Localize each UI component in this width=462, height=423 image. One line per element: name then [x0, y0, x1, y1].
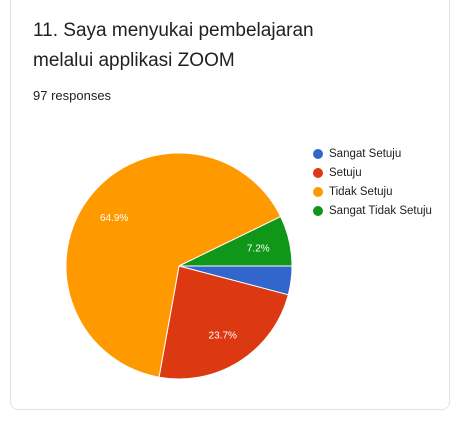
pie-slice-tidak-setuju[interactable]: [65, 152, 282, 378]
legend-label: Setuju: [329, 167, 362, 179]
slice-label-setuju: 23.7%: [209, 331, 237, 342]
legend-item-sangat-tidak-setuju[interactable]: Sangat Tidak Setuju: [313, 203, 438, 219]
legend-swatch: [313, 187, 323, 197]
legend-item-sangat-setuju[interactable]: Sangat Setuju: [313, 146, 438, 162]
legend-item-tidak-setuju[interactable]: Tidak Setuju: [313, 184, 438, 200]
legend-label: Sangat Setuju: [329, 148, 402, 160]
legend-item-setuju[interactable]: Setuju: [313, 165, 438, 181]
question-title: 11. Saya menyukai pembelajaran melalui a…: [33, 20, 314, 71]
slice-label-tidak-setuju: 64.9%: [100, 213, 128, 224]
pie-slice-sangat-tidak-setuju[interactable]: [178, 215, 293, 267]
pie-slice-setuju[interactable]: [158, 265, 289, 380]
legend-label: Sangat Tidak Setuju: [329, 205, 432, 217]
chart-legend: Sangat Setuju Setuju Tidak Setuju Sangat Ti…: [313, 146, 438, 222]
legend-swatch: [313, 168, 323, 178]
legend-swatch: [313, 206, 323, 216]
legend-label: Tidak Setuju: [329, 186, 393, 198]
slice-label-sangat-tidak-setuju: 7.2%: [247, 244, 270, 255]
response-count: 97 responses: [33, 88, 112, 103]
legend-swatch: [313, 149, 323, 159]
